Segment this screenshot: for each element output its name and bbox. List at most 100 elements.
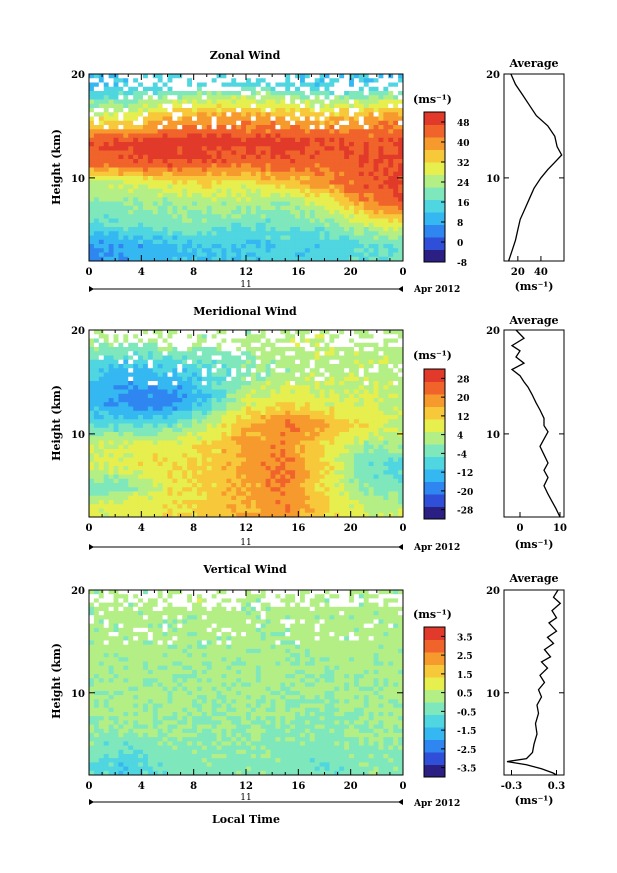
heat-cell (113, 376, 120, 382)
heat-cell (388, 410, 394, 416)
heat-cell (344, 436, 350, 442)
heat-cell (93, 154, 100, 160)
heat-cell (192, 120, 198, 126)
heat-cell (211, 180, 218, 186)
heat-cell (93, 91, 100, 96)
heat-cell (319, 82, 326, 88)
heat-cell (398, 163, 403, 169)
heat-cell (290, 99, 296, 105)
heat-cell (142, 359, 149, 365)
heat-cell (142, 393, 149, 399)
heat-cell (89, 227, 95, 232)
heat-cell (280, 410, 286, 416)
heat-cell (152, 427, 159, 433)
heat-cell (113, 188, 120, 194)
heat-cell (108, 103, 115, 109)
heat-cell (324, 205, 331, 211)
heat-cell (206, 244, 213, 249)
heat-cell (280, 449, 286, 454)
heat-cell (128, 154, 134, 160)
heat-cell (246, 205, 252, 211)
heat-cell (231, 427, 237, 433)
heat-cell (314, 218, 321, 224)
heat-cell (133, 427, 139, 433)
heat-cell (241, 86, 247, 92)
heat-cell (221, 74, 227, 79)
heat-cell (211, 402, 218, 408)
heat-cell (162, 74, 169, 79)
heat-cell (167, 197, 174, 203)
heat-cell (133, 330, 139, 335)
heat-cell (309, 239, 316, 245)
heat-cell (368, 419, 375, 425)
heat-cell (353, 120, 360, 126)
heat-cell (221, 351, 227, 357)
heat-cell (388, 389, 394, 395)
heat-cell (172, 125, 178, 130)
heat-cell (123, 342, 129, 348)
heat-cell (344, 150, 350, 156)
heat-cell (142, 125, 149, 130)
heat-cell (142, 410, 149, 416)
heat-cell (152, 159, 159, 164)
heat-cell (108, 91, 115, 96)
heat-cell (167, 146, 174, 152)
heat-cell (142, 355, 149, 361)
heat-cell (309, 398, 316, 403)
heat-cell (373, 453, 380, 459)
heat-cell (265, 389, 272, 395)
heat-cell (172, 159, 178, 164)
heat-cell (368, 406, 375, 412)
heat-cell (128, 252, 134, 258)
heat-cell (265, 355, 272, 361)
heat-cell (280, 330, 286, 335)
heat-cell (162, 393, 169, 399)
heat-cell (265, 137, 272, 143)
heat-cell (172, 116, 178, 122)
heat-cell (103, 461, 110, 467)
heat-cell (334, 444, 340, 450)
heat-cell (280, 393, 286, 399)
heat-cell (241, 436, 247, 442)
heat-cell (113, 466, 120, 471)
heat-cell (246, 330, 252, 335)
heat-cell (142, 372, 149, 378)
heat-cell (221, 91, 227, 96)
heat-cell (363, 432, 370, 437)
heat-cell (275, 167, 281, 173)
heat-cell (231, 453, 237, 459)
heat-cell (368, 95, 375, 101)
heat-cell (295, 184, 301, 190)
heat-cell (236, 74, 242, 79)
heat-cell (324, 419, 331, 425)
heat-cell (299, 427, 306, 433)
heat-cell (89, 432, 95, 437)
heat-cell (295, 171, 301, 177)
heat-cell (373, 457, 380, 463)
heat-cell (162, 389, 169, 395)
heat-cell (260, 338, 267, 344)
heat-cell (255, 415, 262, 420)
heat-cell (393, 125, 399, 130)
heat-cell (295, 146, 301, 152)
heat-cell (172, 398, 178, 403)
heat-cell (319, 256, 326, 261)
heat-cell (329, 342, 335, 348)
heat-cell (201, 252, 208, 258)
heat-cell (319, 184, 326, 190)
heat-cell (398, 342, 403, 348)
heat-cell (250, 159, 257, 164)
heat-cell (231, 406, 237, 412)
heat-cell (383, 432, 389, 437)
heat-cell (275, 252, 281, 258)
heat-cell (167, 398, 174, 403)
heat-cell (211, 256, 218, 261)
heat-cell (162, 239, 169, 245)
heat-cell (128, 231, 134, 237)
heat-cell (133, 214, 139, 220)
heat-cell (177, 342, 183, 348)
heat-cell (182, 436, 188, 442)
heat-cell (147, 376, 154, 382)
heat-cell (383, 419, 389, 425)
heat-cell (353, 252, 360, 258)
